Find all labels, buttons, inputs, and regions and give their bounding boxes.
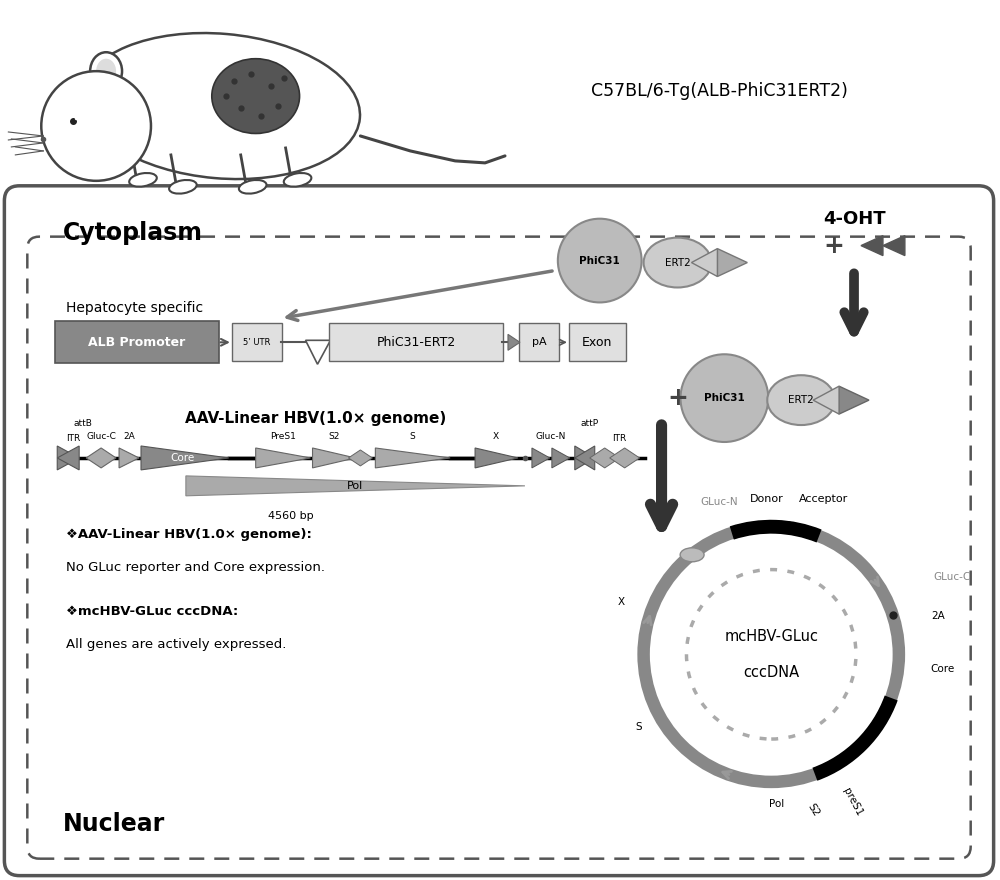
Text: ❖mcHBV-GLuc cccDNA:: ❖mcHBV-GLuc cccDNA: (66, 605, 238, 618)
Ellipse shape (82, 33, 360, 179)
Polygon shape (552, 448, 570, 468)
Text: PhiC31: PhiC31 (704, 393, 745, 403)
Polygon shape (883, 236, 905, 255)
Polygon shape (348, 450, 372, 466)
Text: All genes are actively expressed.: All genes are actively expressed. (66, 638, 287, 651)
Text: Acceptor: Acceptor (798, 494, 848, 504)
FancyBboxPatch shape (232, 323, 282, 362)
Ellipse shape (680, 548, 704, 561)
Polygon shape (475, 448, 518, 468)
Ellipse shape (767, 375, 835, 425)
Text: Exon: Exon (582, 336, 612, 348)
Text: Pol: Pol (347, 480, 364, 491)
Text: ITR: ITR (66, 434, 80, 443)
Polygon shape (119, 448, 139, 468)
Text: ALB Promoter: ALB Promoter (88, 336, 186, 348)
Ellipse shape (96, 59, 116, 84)
Text: PreS1: PreS1 (270, 431, 296, 441)
Circle shape (558, 219, 642, 303)
Text: +: + (667, 386, 688, 410)
Text: Pol: Pol (769, 799, 784, 809)
Text: GLuc-C: GLuc-C (934, 572, 971, 582)
Text: S: S (409, 431, 415, 441)
FancyBboxPatch shape (329, 323, 503, 362)
Polygon shape (141, 446, 229, 470)
Polygon shape (256, 448, 311, 468)
Polygon shape (575, 446, 595, 470)
Text: +: + (824, 233, 845, 258)
FancyBboxPatch shape (519, 323, 559, 362)
Ellipse shape (284, 173, 311, 187)
Polygon shape (375, 448, 450, 468)
Text: ERT2: ERT2 (665, 258, 690, 268)
Text: preS1: preS1 (841, 786, 865, 818)
Polygon shape (610, 448, 640, 468)
Text: 2A: 2A (123, 431, 135, 441)
Text: 4-OHT: 4-OHT (823, 209, 885, 228)
Text: No GLuc reporter and Core expression.: No GLuc reporter and Core expression. (66, 561, 325, 574)
Text: Core: Core (931, 664, 955, 674)
Text: X: X (618, 598, 625, 607)
Text: cccDNA: cccDNA (743, 664, 799, 679)
Polygon shape (306, 341, 330, 364)
Text: ERT2: ERT2 (788, 395, 814, 405)
Text: Donor: Donor (749, 494, 783, 504)
Text: Nuclear: Nuclear (63, 811, 165, 836)
Text: GLuc-N: GLuc-N (701, 497, 738, 507)
Text: PhiC31-ERT2: PhiC31-ERT2 (377, 336, 456, 348)
Text: S2: S2 (329, 431, 340, 441)
Text: Gluc-C: Gluc-C (86, 431, 116, 441)
Text: pA: pA (532, 337, 546, 348)
Polygon shape (57, 446, 79, 470)
Polygon shape (575, 446, 595, 470)
Circle shape (41, 71, 151, 180)
Ellipse shape (90, 52, 122, 90)
Polygon shape (57, 446, 79, 470)
Polygon shape (86, 448, 116, 468)
Polygon shape (691, 249, 717, 276)
Text: 2A: 2A (931, 612, 945, 621)
Polygon shape (861, 236, 883, 255)
Text: C57BL/6-Tg(ALB-PhiC31ERT2): C57BL/6-Tg(ALB-PhiC31ERT2) (591, 82, 848, 100)
Polygon shape (532, 448, 550, 468)
Polygon shape (717, 249, 747, 276)
Ellipse shape (644, 238, 711, 288)
Text: S: S (635, 722, 642, 732)
Text: 5’ UTR: 5’ UTR (243, 338, 270, 347)
Ellipse shape (129, 173, 157, 187)
FancyBboxPatch shape (569, 323, 626, 362)
Text: ❖AAV-Linear HBV(1.0× genome):: ❖AAV-Linear HBV(1.0× genome): (66, 528, 312, 541)
Polygon shape (186, 476, 525, 495)
Text: ITR: ITR (613, 434, 627, 443)
Polygon shape (508, 334, 520, 350)
Circle shape (680, 355, 768, 442)
Text: Cytoplasm: Cytoplasm (63, 221, 203, 245)
Polygon shape (590, 448, 620, 468)
Ellipse shape (169, 180, 197, 194)
Text: mcHBV-GLuc: mcHBV-GLuc (724, 629, 818, 644)
Text: Gluc-N: Gluc-N (536, 431, 566, 441)
Polygon shape (839, 386, 869, 414)
FancyBboxPatch shape (55, 321, 219, 363)
FancyBboxPatch shape (4, 186, 994, 876)
Polygon shape (313, 448, 355, 468)
Text: PhiC31: PhiC31 (579, 255, 620, 266)
Text: attB: attB (74, 419, 93, 428)
Text: X: X (493, 431, 499, 441)
Text: S2: S2 (805, 802, 821, 818)
Text: Core: Core (171, 453, 195, 463)
Text: 4560 bp: 4560 bp (268, 510, 313, 521)
Text: AAV-Linear HBV(1.0× genome): AAV-Linear HBV(1.0× genome) (185, 411, 446, 426)
Text: Hepatocyte specific: Hepatocyte specific (66, 302, 203, 315)
Polygon shape (813, 386, 839, 414)
Ellipse shape (239, 180, 266, 194)
Ellipse shape (212, 59, 300, 134)
Text: attP: attP (581, 419, 599, 428)
